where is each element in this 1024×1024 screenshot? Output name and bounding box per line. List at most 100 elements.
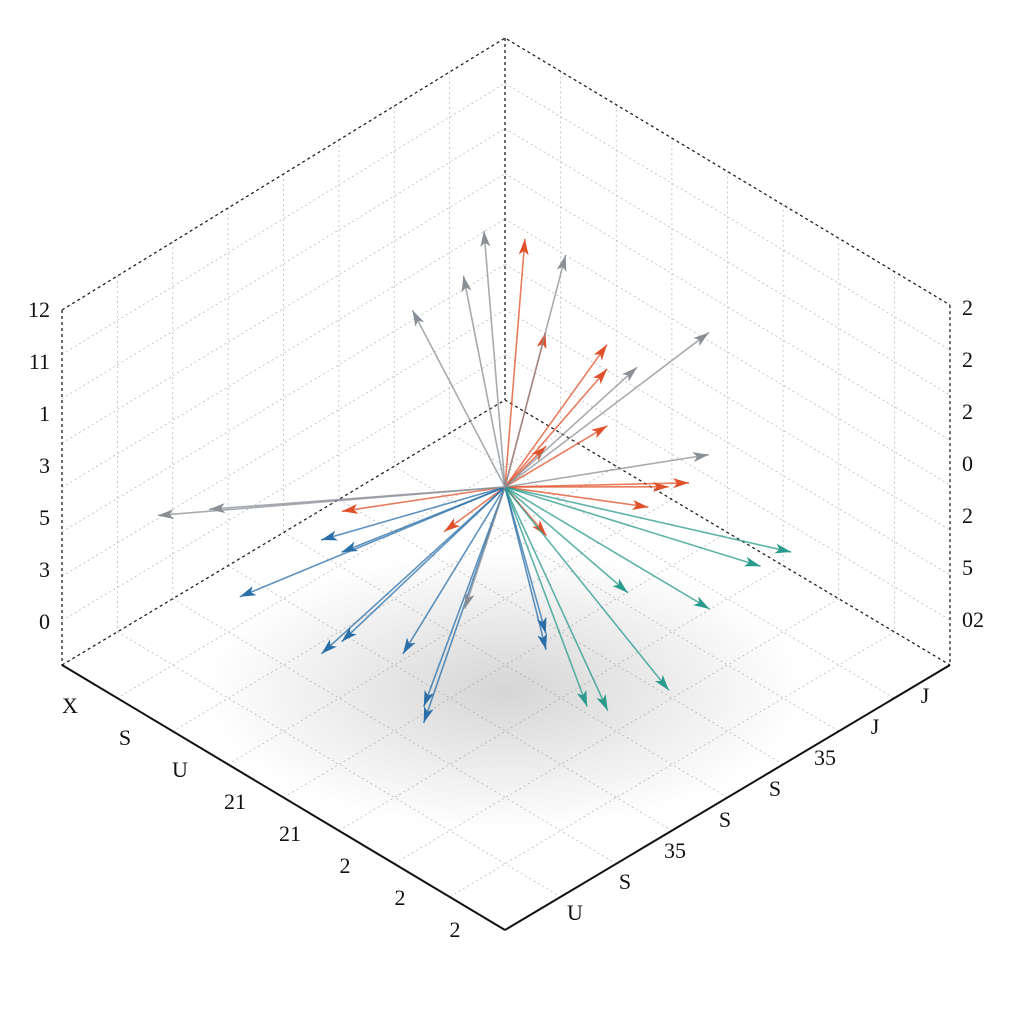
arrow — [320, 486, 506, 541]
arrow-head — [321, 530, 338, 541]
arrow-shaft — [504, 482, 690, 488]
x-tick-label: 21 — [224, 789, 246, 814]
arrow-head — [774, 543, 792, 554]
arrow-head — [672, 478, 690, 489]
grid-line — [504, 128, 951, 396]
arrow — [411, 309, 506, 488]
arrow-head — [341, 503, 359, 514]
arrow-shaft — [504, 238, 526, 488]
arrow-head — [537, 633, 547, 650]
x-tick-label: 2 — [340, 853, 351, 878]
arrow-head — [693, 332, 709, 347]
arrow — [423, 486, 506, 707]
grid-line — [61, 309, 506, 577]
grid-line — [61, 218, 506, 488]
arrow — [504, 486, 629, 594]
z-tick-label-left: 1 — [39, 401, 50, 426]
y-tick-label: U — [567, 900, 583, 925]
arrow-shaft — [504, 486, 761, 567]
arrow-head — [576, 689, 588, 707]
arrow — [443, 486, 506, 533]
z-tick-label-right: 2 — [962, 503, 973, 528]
x-tick-label: 2 — [395, 885, 406, 910]
arrow — [504, 486, 649, 510]
arrow-head — [321, 639, 337, 654]
arrow-head — [693, 596, 710, 609]
arrow-shaft — [504, 344, 608, 488]
z-tick-label-left: 3 — [39, 453, 50, 478]
grid-line — [117, 432, 561, 699]
y-tick-label: 35 — [814, 745, 836, 770]
arrow-head — [532, 520, 547, 536]
arrow-shaft — [504, 486, 792, 553]
z-tick-label-left: 3 — [39, 557, 50, 582]
arrow — [504, 344, 608, 488]
arrow-shaft — [504, 453, 709, 488]
arrow — [504, 368, 608, 488]
grid-line — [61, 173, 506, 444]
arrow — [461, 275, 506, 488]
arrow-head — [423, 706, 434, 723]
arrow-shaft — [443, 486, 506, 533]
x-tick-label: 21 — [279, 821, 301, 846]
arrow — [504, 331, 710, 488]
x-tick-label: U — [172, 757, 188, 782]
grid-line — [449, 432, 895, 699]
axis-line — [504, 664, 951, 931]
arrow — [504, 452, 709, 488]
arrow-head — [464, 592, 475, 609]
y-tick-label: S — [719, 807, 731, 832]
arrow — [504, 486, 588, 707]
grid-line — [61, 354, 506, 621]
arrow — [464, 486, 506, 610]
arrow-shaft — [464, 486, 506, 610]
grid-line — [61, 263, 506, 533]
z-tick-label-left: 0 — [39, 609, 50, 634]
grid-line — [61, 82, 506, 355]
arrow-shaft — [504, 486, 710, 610]
arrow-shaft — [504, 486, 649, 508]
grid-line — [504, 263, 951, 531]
z-tick-label-right: 2 — [962, 295, 973, 320]
grid-line — [504, 354, 951, 621]
arrow-head — [621, 367, 638, 382]
arrow-head — [531, 446, 547, 461]
arrow-head — [654, 674, 669, 691]
arrow-shaft — [504, 486, 670, 691]
z-tick-label-left: 12 — [28, 297, 50, 322]
grid-line — [504, 218, 951, 486]
arrow-head — [591, 425, 608, 439]
box-edge — [61, 37, 951, 311]
grid-line — [117, 631, 561, 898]
arrow-shaft — [504, 366, 638, 488]
arrow — [239, 486, 506, 598]
arrow-head — [743, 556, 761, 567]
arrow-shaft — [208, 486, 506, 511]
y-tick-label: S — [769, 776, 781, 801]
x-tick-label: S — [119, 725, 131, 750]
box-edge — [61, 399, 951, 666]
z-tick-label-right: 02 — [962, 607, 984, 632]
arrow-shaft — [402, 486, 506, 655]
arrow-shaft — [462, 275, 506, 488]
arrow-head — [412, 310, 425, 327]
arrow — [504, 366, 638, 488]
arrow — [504, 486, 761, 567]
arrow-shaft — [504, 486, 629, 594]
z-tick-label-right: 2 — [962, 347, 973, 372]
z-tick-label-left: 11 — [29, 349, 50, 374]
arrow — [504, 486, 710, 610]
arrow-head — [612, 578, 628, 593]
arrow-shaft — [504, 486, 609, 711]
grid-line — [61, 128, 506, 400]
arrow-head — [444, 518, 461, 532]
arrow-shaft — [411, 309, 506, 488]
arrow — [504, 486, 609, 711]
arrow — [480, 230, 506, 488]
arrow-shaft — [320, 486, 506, 655]
arrow — [504, 238, 529, 488]
arrow-shaft — [504, 255, 567, 488]
arrow-shaft — [483, 230, 506, 488]
